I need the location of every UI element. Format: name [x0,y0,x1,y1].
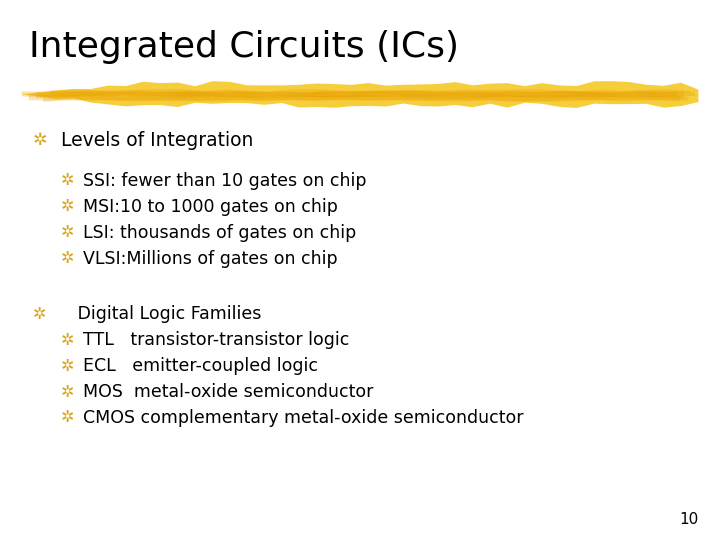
Text: SSI: fewer than 10 gates on chip: SSI: fewer than 10 gates on chip [83,172,366,190]
Polygon shape [58,92,695,97]
Text: VLSI:Millions of gates on chip: VLSI:Millions of gates on chip [83,249,338,268]
Polygon shape [43,96,688,102]
Text: Integrated Circuits (ICs): Integrated Circuits (ICs) [29,30,459,64]
Text: Digital Logic Families: Digital Logic Families [61,305,261,323]
Text: TTL   transistor-transistor logic: TTL transistor-transistor logic [83,331,349,349]
Text: MSI:10 to 1000 gates on chip: MSI:10 to 1000 gates on chip [83,198,338,216]
Text: Levels of Integration: Levels of Integration [61,131,253,150]
Text: 10: 10 [679,511,698,526]
Polygon shape [50,89,691,95]
Text: ✲: ✲ [32,307,46,322]
Text: ✲: ✲ [61,225,75,240]
Text: ✲: ✲ [32,131,47,150]
Polygon shape [36,91,684,98]
Text: ✲: ✲ [61,410,75,426]
Text: ✲: ✲ [61,333,75,348]
Text: MOS  metal-oxide semiconductor: MOS metal-oxide semiconductor [83,383,373,401]
Text: ✲: ✲ [61,384,75,400]
Text: ECL   emitter-coupled logic: ECL emitter-coupled logic [83,357,318,375]
Polygon shape [22,81,698,108]
Text: ✲: ✲ [61,359,75,374]
Polygon shape [29,94,680,102]
Text: CMOS complementary metal-oxide semiconductor: CMOS complementary metal-oxide semicondu… [83,409,523,427]
Text: ✲: ✲ [61,173,75,188]
Polygon shape [22,90,677,98]
Text: ✲: ✲ [61,199,75,214]
Text: LSI: thousands of gates on chip: LSI: thousands of gates on chip [83,224,356,242]
Text: ✲: ✲ [61,251,75,266]
